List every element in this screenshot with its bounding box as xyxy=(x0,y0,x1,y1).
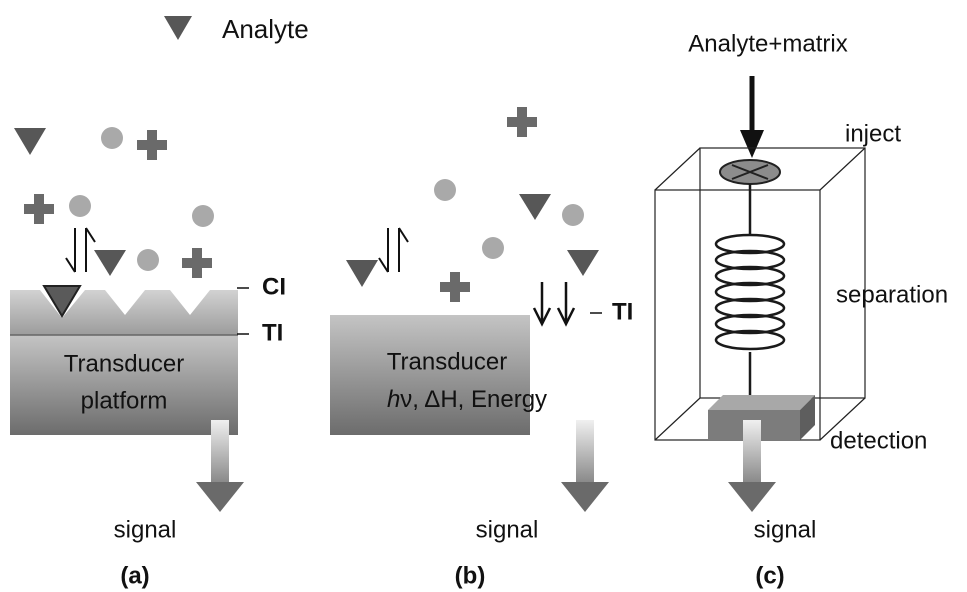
matrix-dot xyxy=(69,195,91,217)
matrix-cross xyxy=(182,248,212,278)
signal-arrow xyxy=(211,420,229,482)
stage-label: detection xyxy=(830,427,927,454)
transducer-label: platform xyxy=(81,387,168,414)
equilibrium-arrows xyxy=(66,228,95,272)
panel-b: TI Transducer hν, ΔH, Energy signal (b) xyxy=(330,107,633,589)
input-label: Analyte+matrix xyxy=(688,30,847,57)
matrix-cross xyxy=(440,272,470,302)
analyte xyxy=(519,194,551,220)
separation-coil xyxy=(716,184,784,398)
analyte xyxy=(346,260,378,287)
output-label: signal xyxy=(476,516,539,543)
panel-c: Analyte+matrix inject separation detecti… xyxy=(655,30,948,589)
analyte xyxy=(94,250,126,276)
output-label: signal xyxy=(114,516,177,543)
matrix-cross xyxy=(137,130,167,160)
analyte xyxy=(567,250,599,276)
matrix-dot xyxy=(562,204,584,226)
panel-a: Transducer platform CI TI signal (a) xyxy=(10,127,286,589)
matrix-dot xyxy=(101,127,123,149)
matrix-dot xyxy=(192,205,214,227)
recognition-layer xyxy=(10,290,238,335)
legend-icon xyxy=(164,16,192,40)
matrix-cross xyxy=(507,107,537,137)
equilibrium-arrows xyxy=(379,228,408,272)
matrix-cross xyxy=(24,194,54,224)
output-label: signal xyxy=(754,516,817,543)
matrix-dot xyxy=(137,249,159,271)
stage-label: separation xyxy=(836,281,948,308)
transducer-label: Transducer xyxy=(387,348,508,375)
layer-label: TI xyxy=(612,298,633,325)
signal-arrowhead xyxy=(196,482,244,512)
signal-arrow xyxy=(743,420,761,482)
caption: (c) xyxy=(755,562,784,589)
detector-top xyxy=(708,395,815,410)
analyte xyxy=(14,128,46,155)
binding-arrows xyxy=(534,282,574,324)
signal-arrowhead xyxy=(728,482,776,512)
modes-text: ν, ΔH, Energy xyxy=(400,386,547,413)
signal-arrow xyxy=(576,420,594,482)
layer-label: TI xyxy=(262,319,283,346)
transducer-modes: hν, ΔH, Energy xyxy=(387,386,547,413)
matrix-dot xyxy=(434,179,456,201)
planck-symbol: h xyxy=(387,386,400,413)
caption: (b) xyxy=(455,562,486,589)
transducer-label: Transducer xyxy=(64,350,185,377)
input-arrowhead xyxy=(740,130,764,158)
layer-label: CI xyxy=(262,273,286,300)
caption: (a) xyxy=(120,562,149,589)
legend-label: Analyte xyxy=(222,14,309,44)
signal-arrowhead xyxy=(561,482,609,512)
diagram: Analyte Transducer platform CI TI signal… xyxy=(0,0,967,592)
stage-label: inject xyxy=(845,120,901,147)
matrix-dot xyxy=(482,237,504,259)
